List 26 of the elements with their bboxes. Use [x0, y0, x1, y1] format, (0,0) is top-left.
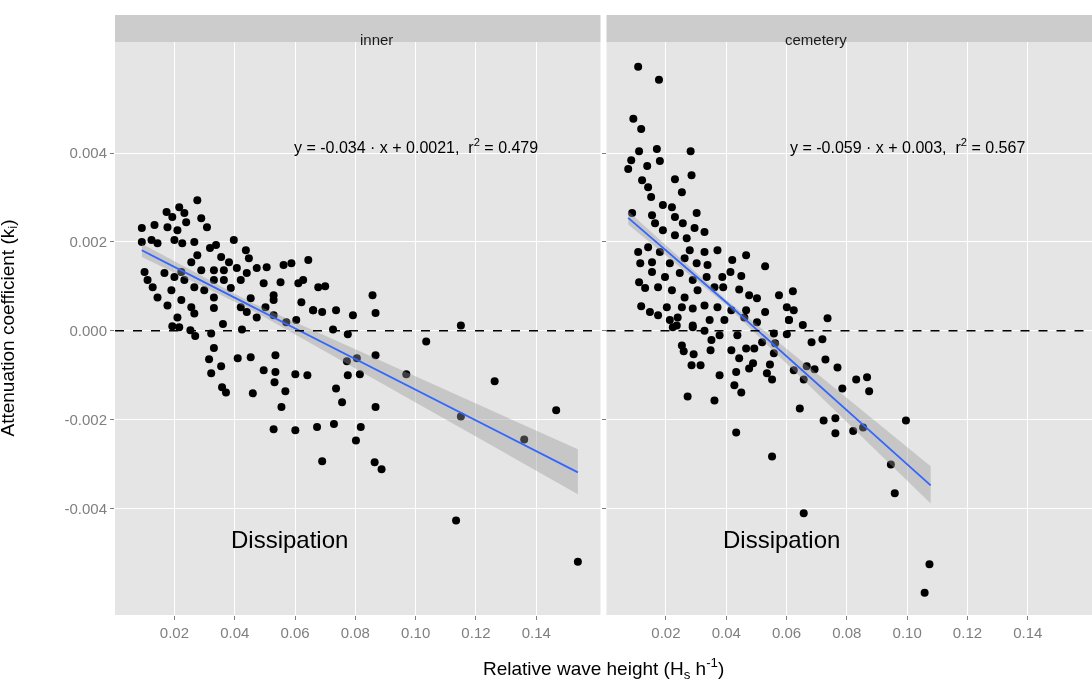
- x-tick-label: 0.14: [521, 624, 551, 641]
- annotation: Dissipation: [723, 526, 841, 553]
- y-tick-label: -0.002: [64, 410, 107, 428]
- y-tick-label: -0.004: [64, 499, 107, 517]
- y-tick-label: 0.000: [69, 321, 107, 339]
- x-axis-title: Relative wave height (H$_{s}$ h$^{-1}$): [483, 655, 725, 682]
- x-tick-label: 0.06: [771, 624, 802, 641]
- x-tick-label: 0.04: [220, 624, 250, 641]
- annotation: Dissipation: [231, 526, 349, 553]
- x-tick-label: 0.08: [832, 624, 862, 641]
- x-tick-label: 0.04: [711, 624, 741, 641]
- x-tick-label: 0.12: [461, 624, 491, 641]
- x-tick-label: 0.10: [401, 624, 431, 641]
- annotation: y = -0.059 · x + 0.003, r$^{2}$ = 0.567: [790, 136, 1026, 156]
- annotation: y = -0.034 · x + 0.0021, r$^{2}$ = 0.479: [294, 136, 539, 156]
- x-tick-label: 0.12: [952, 624, 983, 641]
- x-tick-label: 0.14: [1013, 624, 1043, 641]
- x-tick-label: 0.06: [280, 624, 310, 641]
- chart-title: cemetery: [785, 31, 848, 48]
- chart-title: inner: [360, 31, 394, 48]
- x-tick-label: 0.08: [340, 624, 370, 641]
- y-tick-label: 0.004: [69, 144, 107, 162]
- x-tick-label: 0.10: [892, 624, 922, 641]
- x-tick-label: 0.02: [159, 624, 190, 641]
- x-tick-label: 0.02: [651, 624, 681, 641]
- y-tick-label: 0.002: [69, 233, 107, 251]
